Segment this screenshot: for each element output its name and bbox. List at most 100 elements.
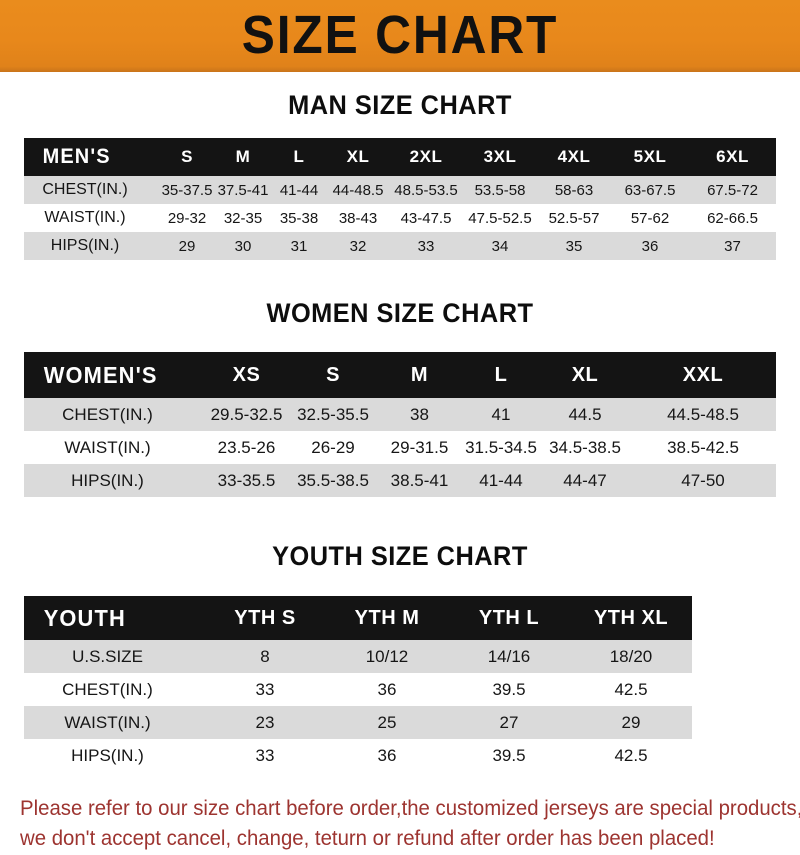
man-cell-1-1: 32-35	[223, 209, 263, 227]
women-row-label-2: HIPS(IN.)	[71, 470, 144, 490]
women-size-col-2: M	[410, 363, 429, 386]
man-size-col-0: S	[181, 147, 193, 166]
man-cell-0-0: 35-37.5	[161, 181, 213, 199]
youth-cell-0-2: 14/16	[487, 646, 531, 666]
youth-cell-0-0: 8	[260, 646, 270, 666]
youth-cell-1-1: 36	[377, 679, 397, 699]
man-cell-0-4: 48.5-53.5	[394, 181, 458, 199]
man-cell-0-3: 44-48.5	[332, 181, 384, 199]
table-row: WAIST(IN.) 29-32 32-35 35-38 38-43 43-47…	[24, 204, 776, 232]
man-size-col-7: 5XL	[633, 147, 667, 166]
women-size-col-3: L	[494, 363, 508, 386]
size-chart-banner: SIZE CHART	[0, 0, 800, 72]
women-cell-2-0: 33-35.5	[217, 470, 276, 490]
man-row-label-2: HIPS(IN.)	[50, 237, 120, 254]
man-corner-label: MEN'S	[42, 145, 111, 168]
man-cell-1-4: 43-47.5	[400, 209, 452, 227]
youth-cell-3-1: 36	[377, 745, 397, 765]
youth-size-col-2: YTH L	[478, 606, 540, 629]
man-cell-1-6: 52.5-57	[548, 209, 600, 227]
man-size-table: MEN'S S M L XL 2XL 3XL 4XL 5XL 6XL CHEST…	[24, 138, 776, 260]
youth-size-table: YOUTH YTH S YTH M YTH L YTH XL U.S.SIZE …	[24, 596, 776, 772]
man-size-col-6: 4XL	[557, 147, 591, 166]
women-cell-0-0: 29.5-32.5	[210, 404, 283, 424]
women-cell-2-3: 41-44	[479, 470, 523, 490]
man-cell-2-7: 36	[641, 237, 659, 255]
youth-size-col-0: YTH S	[234, 606, 296, 629]
women-cell-0-2: 38	[410, 404, 429, 424]
table-row: CHEST(IN.) 29.5-32.5 32.5-35.5 38 41 44.…	[24, 398, 776, 431]
women-size-table-wrap: WOMEN'S XS S M L XL XXL CHEST(IN.) 29.5-…	[24, 352, 776, 497]
youth-header-spacer	[692, 596, 776, 640]
man-size-col-8: 6XL	[716, 147, 749, 166]
youth-cell-1-2: 39.5	[492, 679, 526, 699]
youth-row-label-2: WAIST(IN.)	[64, 712, 151, 732]
women-size-col-5: XXL	[682, 363, 724, 386]
women-cell-1-4: 34.5-38.5	[549, 437, 621, 457]
table-row: HIPS(IN.) 29 30 31 32 33 34 35 36 37	[24, 232, 776, 260]
women-cell-1-3: 31.5-34.5	[465, 437, 537, 457]
youth-section-title: YOUTH SIZE CHART	[272, 541, 528, 571]
man-cell-2-3: 32	[349, 237, 367, 255]
women-cell-2-4: 44-47	[563, 470, 607, 490]
order-policy-note-line-2: we don't accept cancel, change, teturn o…	[20, 827, 715, 851]
man-size-table-wrap: MEN'S S M L XL 2XL 3XL 4XL 5XL 6XL CHEST…	[24, 138, 776, 260]
youth-row-label-0: U.S.SIZE	[72, 646, 143, 666]
women-cell-2-5: 47-50	[681, 470, 725, 490]
table-row: HIPS(IN.) 33 36 39.5 42.5	[24, 739, 776, 772]
man-cell-2-8: 37	[724, 237, 741, 255]
man-cell-1-8: 62-66.5	[707, 209, 758, 227]
youth-cell-3-3: 42.5	[614, 745, 648, 765]
youth-cell-2-2: 27	[499, 712, 519, 732]
women-cell-1-1: 26-29	[311, 437, 355, 457]
youth-row-spacer	[692, 673, 776, 706]
man-size-col-1: M	[235, 147, 251, 166]
youth-row-spacer	[692, 739, 776, 772]
order-policy-note: Please refer to our size chart before or…	[20, 794, 800, 855]
women-size-col-1: S	[326, 363, 340, 386]
man-cell-1-3: 38-43	[338, 209, 378, 227]
women-corner-label: WOMEN'S	[43, 361, 158, 388]
man-table-header-row: MEN'S S M L XL 2XL 3XL 4XL 5XL 6XL	[24, 138, 776, 176]
women-size-col-0: XS	[232, 363, 261, 386]
women-cell-1-5: 38.5-42.5	[667, 437, 739, 457]
man-cell-2-5: 34	[491, 237, 509, 255]
man-row-label-0: CHEST(IN.)	[42, 181, 128, 198]
man-section-title: MAN SIZE CHART	[288, 90, 512, 120]
man-cell-1-7: 57-62	[630, 209, 670, 227]
youth-row-label-3: HIPS(IN.)	[71, 745, 144, 765]
table-row: CHEST(IN.) 35-37.5 37.5-41 41-44 44-48.5…	[24, 176, 776, 204]
man-cell-1-0: 29-32	[167, 209, 207, 227]
man-cell-0-5: 53.5-58	[474, 181, 526, 199]
youth-cell-3-0: 33	[255, 745, 275, 765]
man-cell-2-6: 35	[565, 237, 583, 255]
order-policy-note-line-1: Please refer to our size chart before or…	[20, 797, 800, 820]
youth-cell-2-1: 25	[377, 712, 397, 732]
youth-cell-1-3: 42.5	[614, 679, 648, 699]
women-cell-0-3: 41	[491, 404, 511, 424]
women-cell-1-0: 23.5-26	[217, 437, 276, 457]
youth-cell-0-1: 10/12	[365, 646, 409, 666]
youth-corner-label: YOUTH	[43, 604, 126, 631]
youth-size-col-3: YTH XL	[593, 606, 669, 629]
man-cell-0-8: 67.5-72	[707, 181, 758, 199]
table-row: WAIST(IN.) 23.5-26 26-29 29-31.5 31.5-34…	[24, 431, 776, 464]
women-row-label-1: WAIST(IN.)	[64, 437, 151, 457]
man-cell-1-2: 35-38	[279, 209, 319, 227]
women-size-col-4: XL	[571, 363, 599, 386]
youth-cell-3-2: 39.5	[492, 745, 526, 765]
man-cell-2-4: 33	[417, 237, 435, 255]
women-cell-2-2: 38.5-41	[390, 470, 449, 490]
man-cell-0-1: 37.5-41	[217, 181, 269, 199]
youth-size-col-1: YTH M	[354, 606, 420, 629]
youth-row-spacer	[692, 640, 776, 673]
man-size-col-5: 3XL	[483, 147, 517, 166]
youth-cell-1-0: 33	[255, 679, 275, 699]
table-row: WAIST(IN.) 23 25 27 29	[24, 706, 776, 739]
youth-size-table-wrap: YOUTH YTH S YTH M YTH L YTH XL U.S.SIZE …	[24, 596, 776, 772]
youth-cell-2-3: 29	[621, 712, 641, 732]
man-cell-0-7: 63-67.5	[624, 181, 676, 199]
page-title: SIZE CHART	[241, 5, 559, 65]
youth-row-spacer	[692, 706, 776, 739]
women-cell-2-1: 35.5-38.5	[297, 470, 369, 490]
